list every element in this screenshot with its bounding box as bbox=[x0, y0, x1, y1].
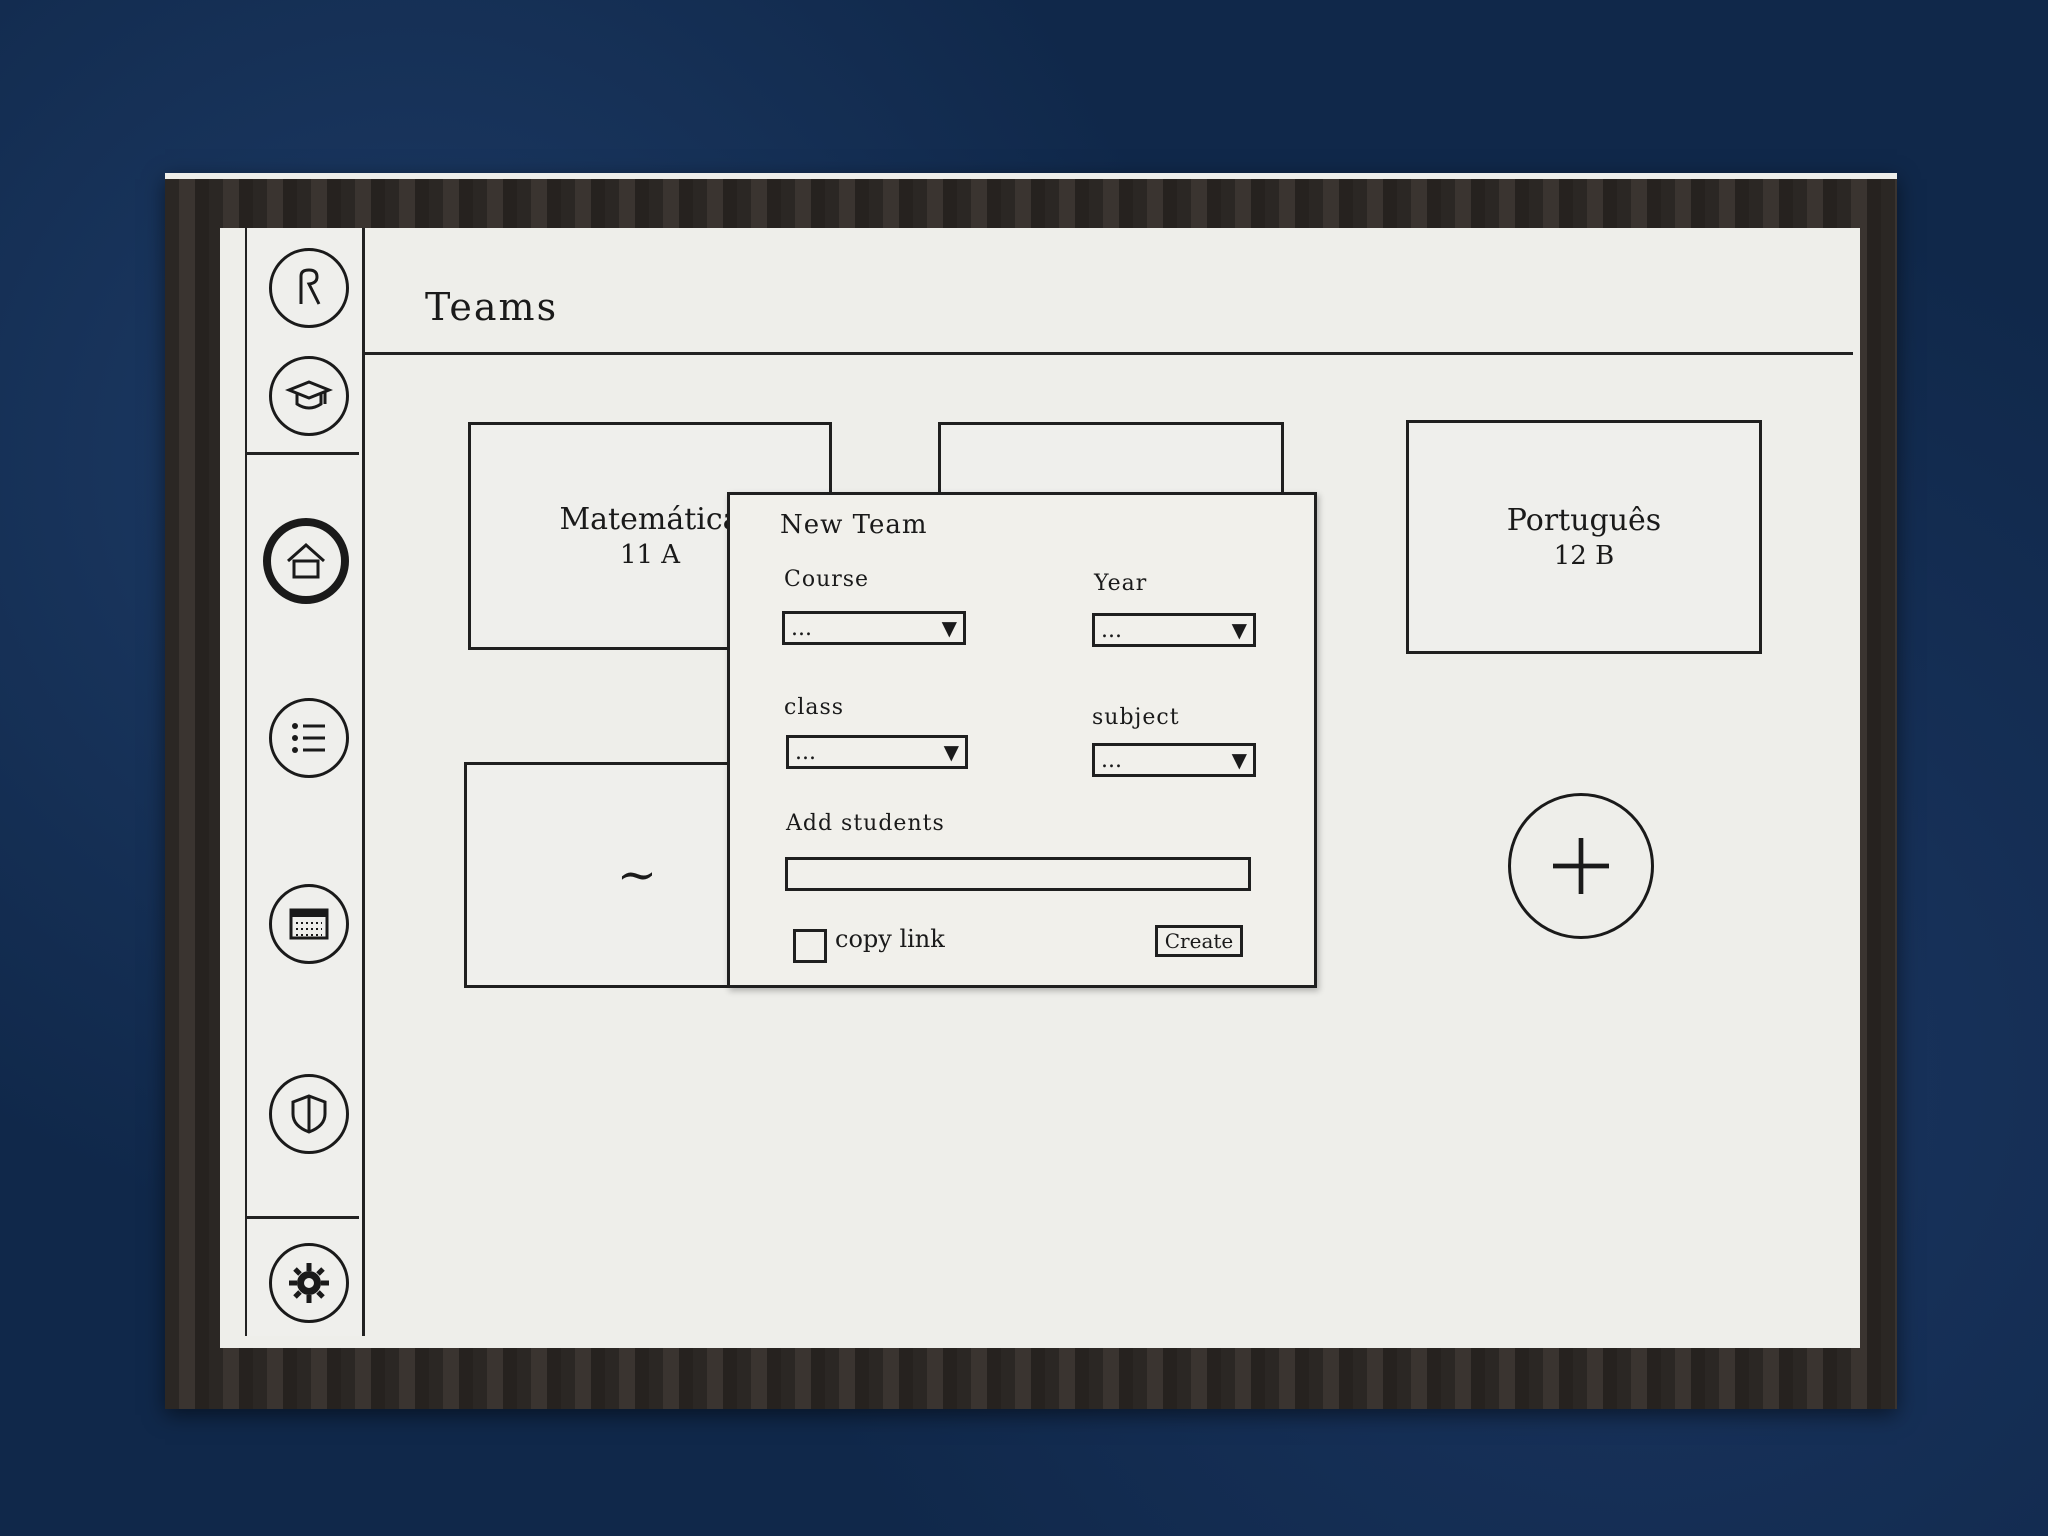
team-card[interactable]: Português 12 B bbox=[1406, 420, 1762, 654]
subject-label: subject bbox=[1092, 705, 1180, 730]
year-select[interactable]: ... ▼ bbox=[1092, 613, 1256, 647]
sidebar bbox=[245, 228, 365, 1336]
calendar-icon bbox=[289, 908, 329, 940]
team-class: 11 A bbox=[619, 539, 681, 570]
team-name: Matemática bbox=[559, 502, 741, 537]
dropdown-arrow-icon: ▼ bbox=[943, 740, 959, 764]
profile-button[interactable] bbox=[269, 248, 349, 328]
sidebar-divider bbox=[247, 452, 359, 455]
shield-icon bbox=[291, 1094, 327, 1134]
dropdown-arrow-icon: ▼ bbox=[1231, 618, 1247, 642]
settings-button[interactable] bbox=[269, 1243, 349, 1323]
copy-link-checkbox[interactable] bbox=[793, 929, 827, 963]
list-icon bbox=[292, 723, 325, 753]
list-button[interactable] bbox=[269, 698, 349, 778]
add-students-input[interactable] bbox=[785, 857, 1251, 891]
subject-value: ... bbox=[1101, 747, 1122, 773]
security-button[interactable] bbox=[269, 1074, 349, 1154]
copy-link-label: copy link bbox=[835, 925, 945, 953]
add-team-button[interactable] bbox=[1508, 793, 1654, 939]
team-name: ~ bbox=[616, 847, 658, 903]
dropdown-arrow-icon: ▼ bbox=[941, 616, 957, 640]
plus-icon bbox=[1553, 838, 1609, 894]
dropdown-arrow-icon: ▼ bbox=[1231, 748, 1247, 772]
year-label: Year bbox=[1094, 571, 1148, 596]
create-button[interactable]: Create bbox=[1155, 925, 1243, 957]
course-value: ... bbox=[791, 615, 812, 641]
page-title: Teams bbox=[425, 285, 559, 329]
dialog-title: New Team bbox=[780, 510, 928, 540]
add-students-label: Add students bbox=[786, 811, 945, 836]
home-button[interactable] bbox=[263, 518, 349, 604]
class-select[interactable]: ... ▼ bbox=[786, 735, 968, 769]
header-divider bbox=[363, 352, 1853, 355]
sidebar-divider bbox=[247, 1216, 359, 1219]
team-name: Português bbox=[1506, 503, 1662, 538]
gear-icon bbox=[289, 1263, 329, 1303]
year-value: ... bbox=[1101, 617, 1122, 643]
class-value: ... bbox=[795, 739, 816, 765]
home-icon bbox=[287, 542, 325, 579]
subject-select[interactable]: ... ▼ bbox=[1092, 743, 1256, 777]
course-select[interactable]: ... ▼ bbox=[782, 611, 966, 645]
graduation-cap-icon bbox=[285, 380, 333, 410]
courses-button[interactable] bbox=[269, 356, 349, 436]
course-label: Course bbox=[784, 567, 870, 592]
calendar-button[interactable] bbox=[269, 884, 349, 964]
user-icon bbox=[299, 268, 321, 305]
class-label: class bbox=[784, 695, 845, 720]
team-class: 12 B bbox=[1553, 540, 1615, 571]
new-team-dialog: New Team Course ... ▼ Year ... ▼ class .… bbox=[727, 492, 1317, 988]
